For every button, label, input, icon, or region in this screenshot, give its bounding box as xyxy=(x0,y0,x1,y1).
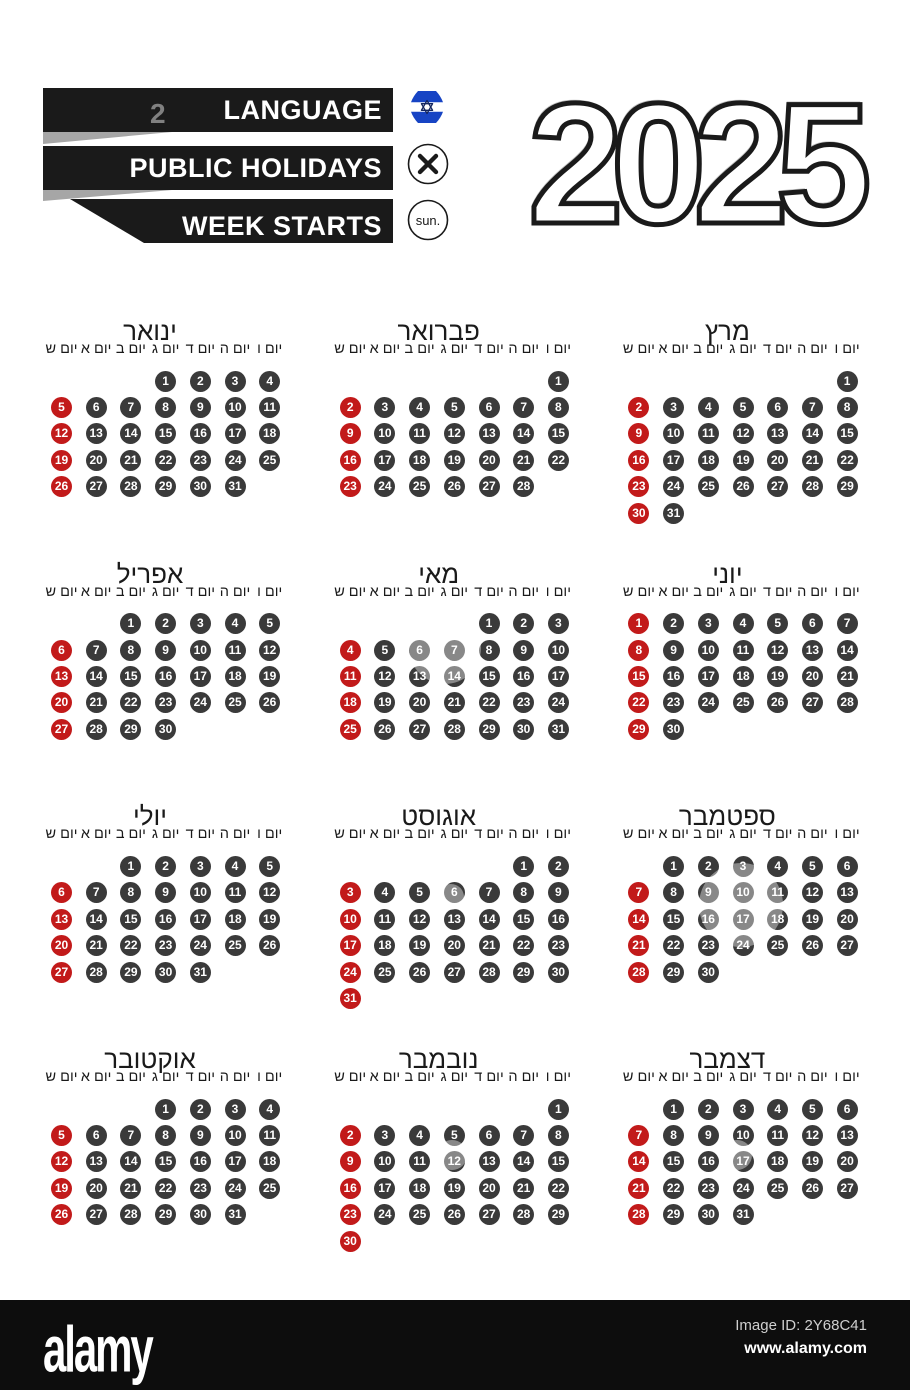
svg-text:sun.: sun. xyxy=(416,213,441,228)
svg-text:2025: 2025 xyxy=(528,85,867,250)
